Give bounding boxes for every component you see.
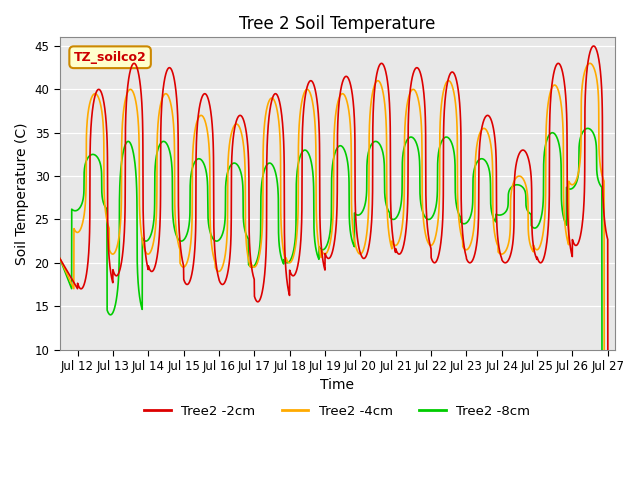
X-axis label: Time: Time	[321, 378, 355, 393]
Text: TZ_soilco2: TZ_soilco2	[74, 51, 147, 64]
Y-axis label: Soil Temperature (C): Soil Temperature (C)	[15, 122, 29, 264]
Legend: Tree2 -2cm, Tree2 -4cm, Tree2 -8cm: Tree2 -2cm, Tree2 -4cm, Tree2 -8cm	[139, 400, 536, 423]
Title: Tree 2 Soil Temperature: Tree 2 Soil Temperature	[239, 15, 436, 33]
